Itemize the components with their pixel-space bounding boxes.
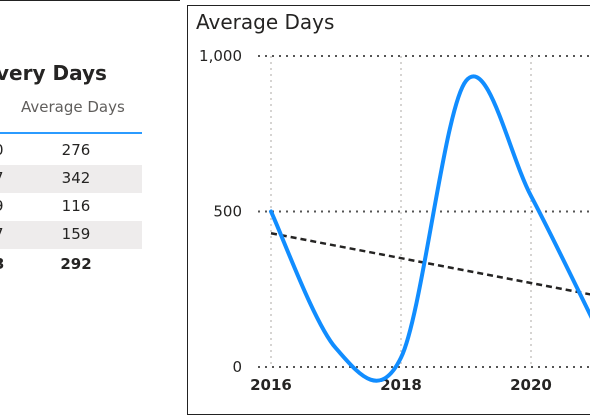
trend-line	[270, 232, 590, 296]
row-key: 0	[0, 141, 4, 159]
chart-title: Average Days	[196, 10, 335, 34]
row-average-days: 116	[61, 197, 91, 215]
total-average-days: 292	[60, 255, 92, 273]
table-total-row: 3 292	[0, 251, 142, 279]
table-header-divider	[0, 132, 142, 134]
average-days-line-chart[interactable]: Average Days 1,000 500 0 2016 2018 2020	[187, 5, 590, 415]
chart-plot-area[interactable]: 1,000 500 0 2016 2018 2020	[188, 6, 590, 416]
table-header-average-days[interactable]: Average Days	[21, 98, 125, 116]
row-key: 7	[0, 225, 4, 243]
average-delivery-days-table: very Days l Average Days 0 276 7 342 9 1…	[0, 0, 180, 411]
row-key: 9	[0, 197, 4, 215]
row-average-days: 342	[61, 169, 91, 187]
x-tick-label: 2020	[510, 376, 552, 394]
y-tick-label: 1,000	[199, 47, 242, 65]
table-row[interactable]: 9 116	[0, 193, 142, 221]
table-row[interactable]: 7 342	[0, 165, 142, 193]
x-tick-label: 2016	[250, 376, 292, 394]
x-tick-label: 2018	[380, 376, 422, 394]
row-average-days: 276	[61, 141, 91, 159]
total-key: 3	[0, 255, 4, 273]
table-title: very Days	[0, 61, 107, 85]
table-row[interactable]: 7 159	[0, 221, 142, 249]
table-row[interactable]: 0 276	[0, 137, 142, 165]
row-average-days: 159	[61, 225, 91, 243]
row-key: 7	[0, 169, 4, 187]
series-line-average-days	[269, 74, 590, 383]
y-tick-label: 0	[232, 358, 242, 376]
y-tick-label: 500	[213, 203, 242, 221]
